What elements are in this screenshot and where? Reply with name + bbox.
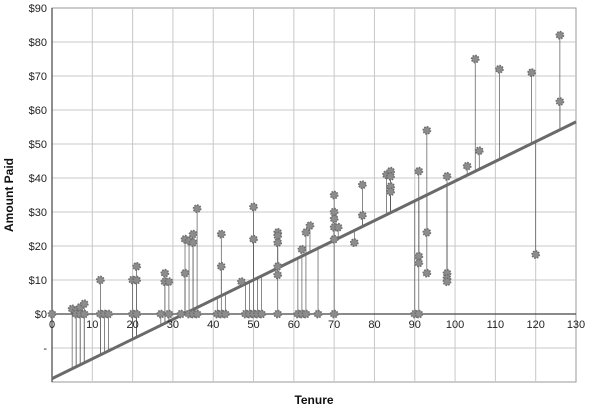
data-point <box>156 309 166 319</box>
data-point <box>495 64 504 74</box>
data-point <box>329 214 339 224</box>
data-point <box>79 299 89 309</box>
data-point <box>422 125 432 135</box>
x-tick-label: 130 <box>567 319 585 331</box>
data-point <box>357 210 367 220</box>
y-tick-label: $70 <box>29 71 47 83</box>
y-tick-label: $20 <box>29 241 47 253</box>
x-tick-label: 60 <box>288 319 300 331</box>
y-tick-label: $80 <box>29 37 47 49</box>
data-point <box>79 309 89 319</box>
x-tick-label: 100 <box>446 319 464 331</box>
y-tick-label: $30 <box>29 207 47 219</box>
y-tick-label: $50 <box>29 139 47 151</box>
data-point <box>188 238 198 247</box>
y-tick-label: $10 <box>29 275 47 287</box>
x-tick-label: 120 <box>527 319 545 331</box>
trendline-layer <box>51 120 577 380</box>
data-point <box>188 229 198 239</box>
data-point <box>273 238 283 247</box>
data-point <box>220 309 230 319</box>
data-point <box>249 202 258 212</box>
data-point <box>329 190 339 200</box>
data-point <box>470 54 480 64</box>
y-tick-label: $40 <box>29 173 47 185</box>
data-point <box>531 250 541 259</box>
data-point <box>414 251 424 261</box>
data-point <box>414 309 424 319</box>
data-point <box>333 222 343 232</box>
plot-area <box>51 7 577 383</box>
residual-lines <box>51 35 561 379</box>
x-tick-label: 110 <box>487 319 505 331</box>
data-points <box>47 30 565 319</box>
data-point <box>422 268 432 278</box>
data-point <box>329 207 339 217</box>
data-point <box>237 277 246 287</box>
data-point <box>474 146 484 156</box>
data-point <box>297 244 307 254</box>
y-tick-label: $60 <box>29 105 47 117</box>
data-point <box>305 221 315 230</box>
x-tick-label: 90 <box>409 319 421 331</box>
data-point <box>349 238 359 247</box>
x-tick-label: 10 <box>86 319 98 331</box>
x-axis-title: Tenure <box>294 393 333 407</box>
data-point <box>216 229 226 239</box>
x-tick-label: 50 <box>247 319 259 331</box>
data-point <box>555 97 565 106</box>
data-point <box>104 309 113 319</box>
data-point <box>132 275 142 285</box>
data-point <box>386 171 395 181</box>
data-point <box>95 275 105 285</box>
x-tick-label: 80 <box>368 319 380 331</box>
tick-labels: 0 10 20 30 40 50 60 70 80 90 100 110 120 130 - $0 $10 $20… <box>29 3 586 355</box>
data-point <box>414 258 424 268</box>
data-point <box>180 268 190 278</box>
data-point <box>313 309 323 319</box>
y-tick-label: $90 <box>29 3 47 15</box>
data-point <box>132 309 142 319</box>
data-point <box>132 261 142 271</box>
data-point <box>442 171 452 181</box>
data-point <box>47 309 57 319</box>
data-point <box>386 187 395 196</box>
x-tick-label: 70 <box>328 319 340 331</box>
data-point <box>273 231 283 241</box>
data-point <box>357 180 367 190</box>
data-point <box>273 270 283 280</box>
y-tick-label: $0 <box>35 309 47 321</box>
y-axis-title: Amount Paid <box>2 158 16 232</box>
data-point <box>192 204 202 213</box>
x-tick-label: 0 <box>49 319 55 331</box>
data-point <box>273 261 283 271</box>
x-tick-label: 20 <box>126 319 138 331</box>
trendline <box>51 120 577 380</box>
y-tick-label: - <box>43 343 47 355</box>
data-point <box>462 161 472 171</box>
data-point <box>164 277 174 287</box>
data-point <box>164 309 174 319</box>
x-tick-label: 40 <box>207 319 219 331</box>
data-point <box>257 309 266 319</box>
data-point <box>442 277 452 287</box>
data-point <box>301 227 311 237</box>
x-tick-label: 30 <box>167 319 179 331</box>
data-point <box>414 166 424 176</box>
data-point <box>301 309 311 319</box>
data-point <box>273 309 283 319</box>
data-point <box>527 68 537 77</box>
data-point <box>249 234 258 244</box>
data-point <box>329 309 339 319</box>
data-point <box>329 234 339 244</box>
data-point <box>192 309 202 319</box>
data-point <box>216 261 226 271</box>
data-point <box>176 309 186 319</box>
data-point <box>422 227 432 237</box>
data-point <box>160 268 170 278</box>
data-point <box>555 30 565 40</box>
